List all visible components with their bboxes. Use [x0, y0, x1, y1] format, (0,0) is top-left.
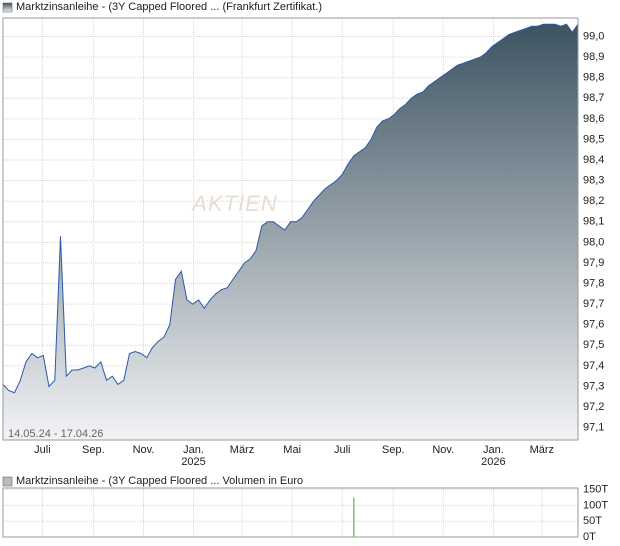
y-tick-label: 97,7	[583, 298, 604, 310]
x-tick-label: Jan.	[183, 444, 204, 456]
x-tick-label: Nov.	[432, 444, 454, 456]
x-tick-label: März	[230, 444, 254, 456]
y-tick-label: 97,9	[583, 257, 604, 269]
year-label: 2025	[181, 456, 205, 468]
y-tick-label: 98,5	[583, 133, 604, 145]
legend-swatch	[2, 2, 13, 13]
y-tick-label: 98,9	[583, 51, 604, 63]
line	[2, 23, 579, 394]
x-tick-label: März	[530, 444, 554, 456]
y-tick-label: 97,4	[583, 360, 604, 372]
area	[3, 24, 578, 440]
y-tick-label: 97,2	[583, 401, 604, 413]
y-tick-label: 98,0	[583, 236, 604, 248]
plot-frame	[2, 487, 579, 538]
x-tick-label: Nov.	[133, 444, 155, 456]
x-tick-label: Sep.	[382, 444, 405, 456]
y-tick-label: 97,5	[583, 339, 604, 351]
y-tick-label: 97,1	[583, 422, 604, 434]
y-tick-label: 97,6	[583, 319, 604, 331]
y-tick-label: 150T	[583, 483, 608, 495]
legend-swatch	[2, 476, 13, 487]
y-tick-label: 98,1	[583, 216, 604, 228]
x-tick-label: Jan.	[483, 444, 504, 456]
y-tick-label: 98,7	[583, 92, 604, 104]
legend: Marktzinsanleihe - (3Y Capped Floored ..…	[16, 1, 322, 13]
y-tick-label: 0T	[583, 531, 596, 543]
x-tick-label: Juli	[34, 444, 51, 456]
legend: Marktzinsanleihe - (3Y Capped Floored ..…	[16, 475, 303, 487]
y-tick-label: 98,8	[583, 72, 604, 84]
y-tick-label: 97,8	[583, 277, 604, 289]
volume-bar	[353, 497, 355, 537]
y-tick-label: 50T	[583, 515, 602, 527]
year-label: 2026	[481, 456, 505, 468]
x-tick-label: Sep.	[82, 444, 105, 456]
watermark: AKTIEN	[190, 191, 277, 216]
y-tick-label: 99,0	[583, 30, 604, 42]
y-tick-label: 98,4	[583, 154, 604, 166]
y-tick-label: 98,2	[583, 195, 604, 207]
x-tick-label: Juli	[334, 444, 351, 456]
plot-frame	[2, 17, 579, 441]
date-range: 14.05.24 - 17.04.26	[8, 428, 103, 440]
y-tick-label: 98,3	[583, 175, 604, 187]
y-tick-label: 98,6	[583, 113, 604, 125]
y-tick-label: 100T	[583, 499, 608, 511]
y-tick-label: 97,3	[583, 380, 604, 392]
x-tick-label: Mai	[283, 444, 301, 456]
